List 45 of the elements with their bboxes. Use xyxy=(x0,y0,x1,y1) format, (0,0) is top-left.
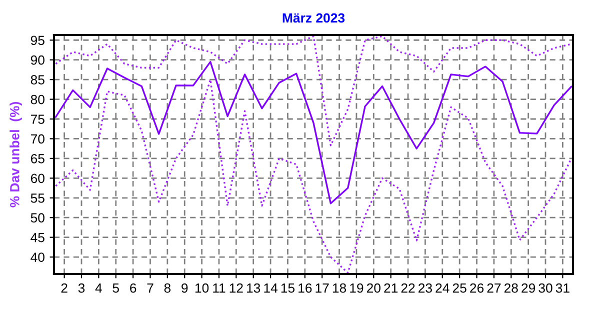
x-tick-label: 19 xyxy=(350,283,364,293)
y-tick-label: 85 xyxy=(30,75,44,84)
x-tick-label: 2 xyxy=(61,283,68,293)
x-tick-label: 6 xyxy=(130,283,136,293)
x-tick-label: 31 xyxy=(556,283,570,293)
y-tick-label: 70 xyxy=(30,134,44,144)
x-tick-label: 29 xyxy=(522,283,536,293)
x-tick-label: 9 xyxy=(182,283,188,293)
y-tick-label: 60 xyxy=(30,174,44,184)
y-tick-label: 80 xyxy=(30,94,44,104)
x-tick-label: 7 xyxy=(147,284,154,293)
x-tick-label: 8 xyxy=(164,283,171,293)
y-tick-label: 90 xyxy=(30,55,44,65)
x-tick-label: 24 xyxy=(436,283,450,293)
y-tick-label: 40 xyxy=(30,252,44,262)
x-tick-label: 21 xyxy=(384,283,398,293)
x-tick-label: 3 xyxy=(78,283,85,293)
x-tick-label: 5 xyxy=(112,284,119,293)
y-tick-label: 95 xyxy=(30,36,44,46)
x-tick-label: 18 xyxy=(332,283,346,293)
x-tick-label: 26 xyxy=(470,283,484,293)
x-tick-label: 13 xyxy=(247,283,260,293)
x-tick-label: 20 xyxy=(366,283,380,293)
x-tick-label: 22 xyxy=(401,283,415,293)
x-tick-label: 28 xyxy=(504,283,518,293)
x-tick-label: 30 xyxy=(538,283,552,293)
x-tick-label: 17 xyxy=(316,284,329,293)
y-tick-label: 65 xyxy=(30,154,44,164)
x-tick-label: 11 xyxy=(213,284,226,293)
x-tick-label: 10 xyxy=(195,283,209,293)
x-tick-label: 12 xyxy=(230,283,243,293)
x-tick-label: 15 xyxy=(281,284,295,293)
y-tick-label: 45 xyxy=(30,233,44,242)
y-tick-label: 55 xyxy=(30,194,44,203)
x-tick-label: 25 xyxy=(452,283,466,293)
line-series xyxy=(54,60,572,204)
y-tick-label: 50 xyxy=(30,213,44,223)
chart-title: März 2023 xyxy=(282,13,345,23)
x-tick-label: 23 xyxy=(418,283,432,293)
x-tick-label: 4 xyxy=(95,284,102,293)
y-axis-title: % Dav unbel (%) xyxy=(10,102,22,208)
x-tick-label: 27 xyxy=(487,283,501,293)
x-tick-label: 14 xyxy=(264,284,278,293)
y-tick-label: 75 xyxy=(30,114,44,124)
x-tick-label: 16 xyxy=(298,283,312,293)
